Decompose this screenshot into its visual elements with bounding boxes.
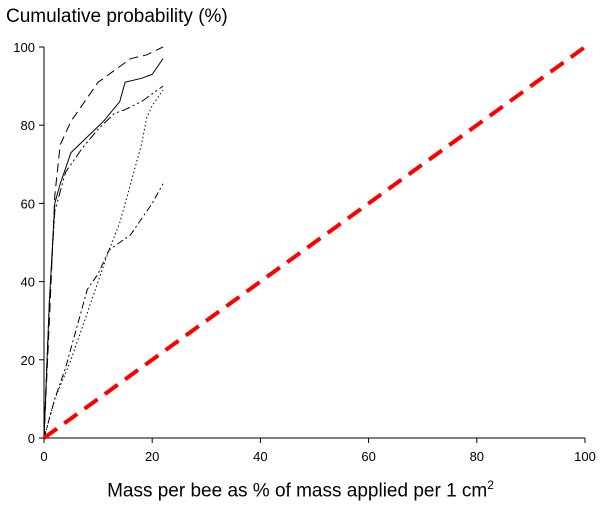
y-tick-label: 100: [13, 40, 35, 55]
axes: [43, 47, 585, 439]
x-tick-label: 60: [361, 449, 375, 464]
y-tick-label: 20: [21, 353, 35, 368]
x-axis-title-superscript: 2: [487, 478, 494, 492]
y-tick-label: 80: [21, 118, 35, 133]
x-axis-title-text: Mass per bee as % of mass applied per 1 …: [107, 480, 488, 502]
x-tick-label: 0: [40, 449, 47, 464]
series-line-2: [43, 58, 164, 439]
series-line-5: [43, 183, 164, 439]
series-line-4: [43, 89, 164, 439]
ticks: 0 20 40 60 80 100 0 20 40 60 80 100: [13, 40, 596, 464]
x-tick-label: 100: [574, 449, 596, 464]
y-tick-label: 40: [21, 275, 35, 290]
x-tick-label: 20: [145, 449, 159, 464]
y-tick-label: 0: [28, 431, 35, 446]
y-tick-label: 60: [21, 196, 35, 211]
x-tick-label: 40: [253, 449, 267, 464]
x-axis-title: Mass per bee as % of mass applied per 1 …: [0, 478, 601, 502]
x-tick-label: 80: [470, 449, 484, 464]
series-line-6: [42, 45, 587, 440]
series-group: [42, 45, 587, 440]
series-line-3: [43, 85, 164, 439]
y-axis-title: Cumulative probability (%): [6, 6, 228, 27]
